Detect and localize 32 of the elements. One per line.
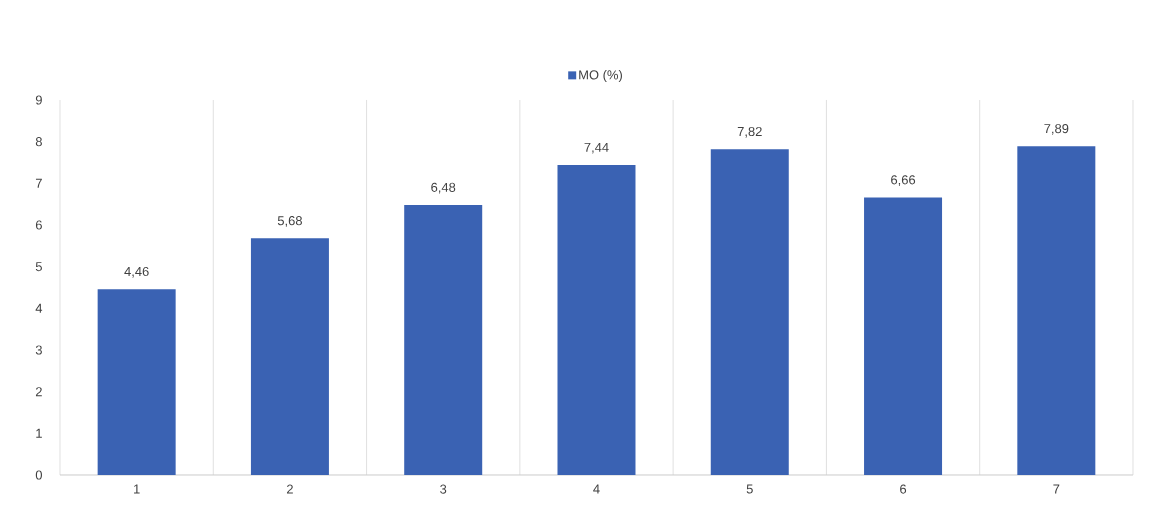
data-label: 6,48 [431,182,456,194]
data-label: 6,66 [891,175,916,186]
bar [404,204,483,475]
bar [97,289,176,475]
data-label: 7,44 [584,142,609,154]
y-tick-label: 4 [35,303,43,313]
x-tick-label: 3 [440,484,447,494]
x-tick-label: 5 [746,484,753,494]
x-tick-label: 2 [286,484,293,494]
x-tick-label: 4 [593,484,600,494]
y-tick-label: 6 [35,220,42,230]
y-tick-label: 5 [35,262,42,272]
legend-label: MO (%) [579,69,622,82]
data-label: 7,82 [737,126,762,138]
y-tick-label: 8 [35,137,42,147]
bar [710,149,789,475]
bar [1017,146,1096,475]
data-label: 5,68 [277,216,302,227]
y-tick-label: 1 [36,428,42,438]
y-tick-label: 7 [35,178,42,188]
x-tick-label: 1 [134,484,140,494]
y-tick-label: 0 [35,470,42,480]
data-label: 4,46 [124,266,149,278]
y-tick-label: 9 [35,95,42,105]
y-tick-label: 3 [35,345,42,355]
x-tick-label: 7 [1053,484,1060,494]
x-tick-label: 6 [900,484,907,494]
y-tick-label: 2 [35,387,42,397]
bar [864,197,943,475]
bar [250,238,329,475]
data-label: 7,89 [1044,124,1069,135]
bar [557,164,636,475]
